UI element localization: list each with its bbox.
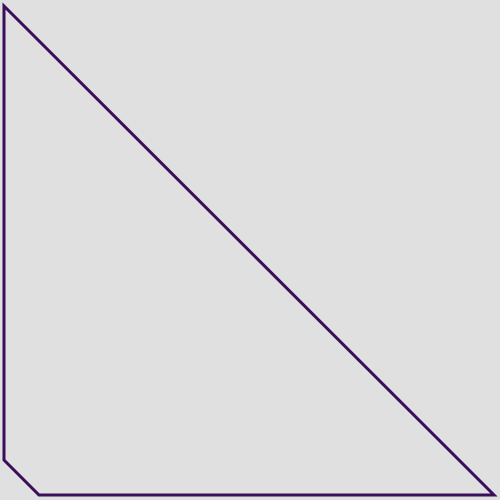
diagram-canvas — [2, 2, 498, 497]
outlined-polygon-shape — [2, 2, 498, 497]
